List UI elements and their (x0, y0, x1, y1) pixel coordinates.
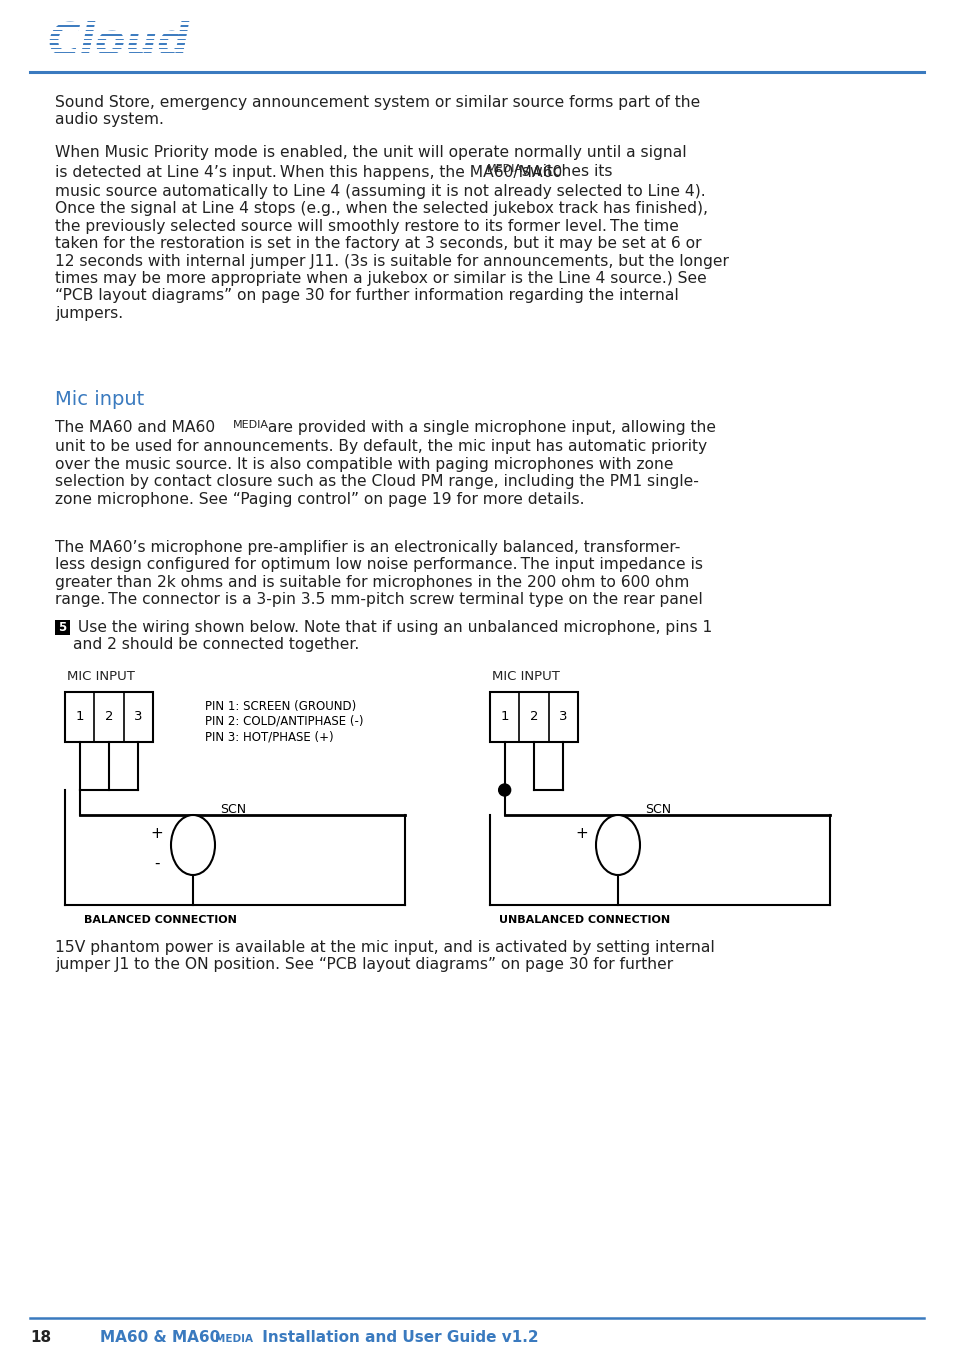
Text: SCN: SCN (644, 803, 670, 816)
Text: 3: 3 (558, 711, 567, 723)
Text: The MA60 and MA60: The MA60 and MA60 (55, 420, 214, 435)
Text: 1: 1 (500, 711, 508, 723)
Text: -: - (154, 856, 159, 871)
Circle shape (498, 784, 510, 796)
Text: MIC INPUT: MIC INPUT (67, 670, 134, 682)
Text: 2: 2 (529, 711, 537, 723)
Text: Sound Store, emergency announcement system or similar source forms part of the
a: Sound Store, emergency announcement syst… (55, 95, 700, 127)
Text: is detected at Line 4’s input. When this happens, the MA60/MA60: is detected at Line 4’s input. When this… (55, 164, 561, 180)
Text: MEDIA: MEDIA (214, 1334, 253, 1345)
Bar (65, 692, 152, 742)
Text: MEDIA: MEDIA (233, 420, 269, 431)
Ellipse shape (171, 815, 214, 875)
Text: music source automatically to Line 4 (assuming it is not already selected to Lin: music source automatically to Line 4 (as… (55, 184, 728, 321)
Text: 3: 3 (134, 711, 142, 723)
Text: +: + (151, 826, 163, 841)
Bar (490, 692, 578, 742)
Text: SCN: SCN (220, 803, 246, 816)
Text: switches its: switches its (517, 164, 612, 180)
Text: Mic input: Mic input (55, 390, 144, 409)
Text: BALANCED CONNECTION: BALANCED CONNECTION (84, 915, 236, 925)
Text: Use the wiring shown below. Note that if using an unbalanced microphone, pins 1
: Use the wiring shown below. Note that if… (73, 620, 712, 653)
Text: MA60 & MA60: MA60 & MA60 (100, 1330, 220, 1345)
Text: MEDIA: MEDIA (486, 164, 522, 175)
Text: UNBALANCED CONNECTION: UNBALANCED CONNECTION (499, 915, 670, 925)
Text: 15V phantom power is available at the mic input, and is activated by setting int: 15V phantom power is available at the mi… (55, 940, 714, 972)
Text: are provided with a single microphone input, allowing the: are provided with a single microphone in… (263, 420, 716, 435)
Ellipse shape (596, 815, 639, 875)
Text: The MA60’s microphone pre-amplifier is an electronically balanced, transformer-
: The MA60’s microphone pre-amplifier is a… (55, 540, 702, 607)
Text: 2: 2 (105, 711, 113, 723)
Text: When Music Priority mode is enabled, the unit will operate normally until a sign: When Music Priority mode is enabled, the… (55, 145, 686, 160)
Text: PIN 1: SCREEN (GROUND)
PIN 2: COLD/ANTIPHASE (-)
PIN 3: HOT/PHASE (+): PIN 1: SCREEN (GROUND) PIN 2: COLD/ANTIP… (205, 700, 363, 743)
Text: MIC INPUT: MIC INPUT (492, 670, 559, 682)
Text: unit to be used for announcements. By default, the mic input has automatic prior: unit to be used for announcements. By de… (55, 440, 706, 506)
Text: +: + (575, 826, 588, 841)
Bar (55, 620, 70, 635)
Text: 18: 18 (30, 1330, 51, 1345)
Text: 1: 1 (75, 711, 84, 723)
Text: 5: 5 (58, 621, 67, 634)
Text: Installation and User Guide v1.2: Installation and User Guide v1.2 (256, 1330, 538, 1345)
Text: Cloud: Cloud (48, 20, 190, 64)
